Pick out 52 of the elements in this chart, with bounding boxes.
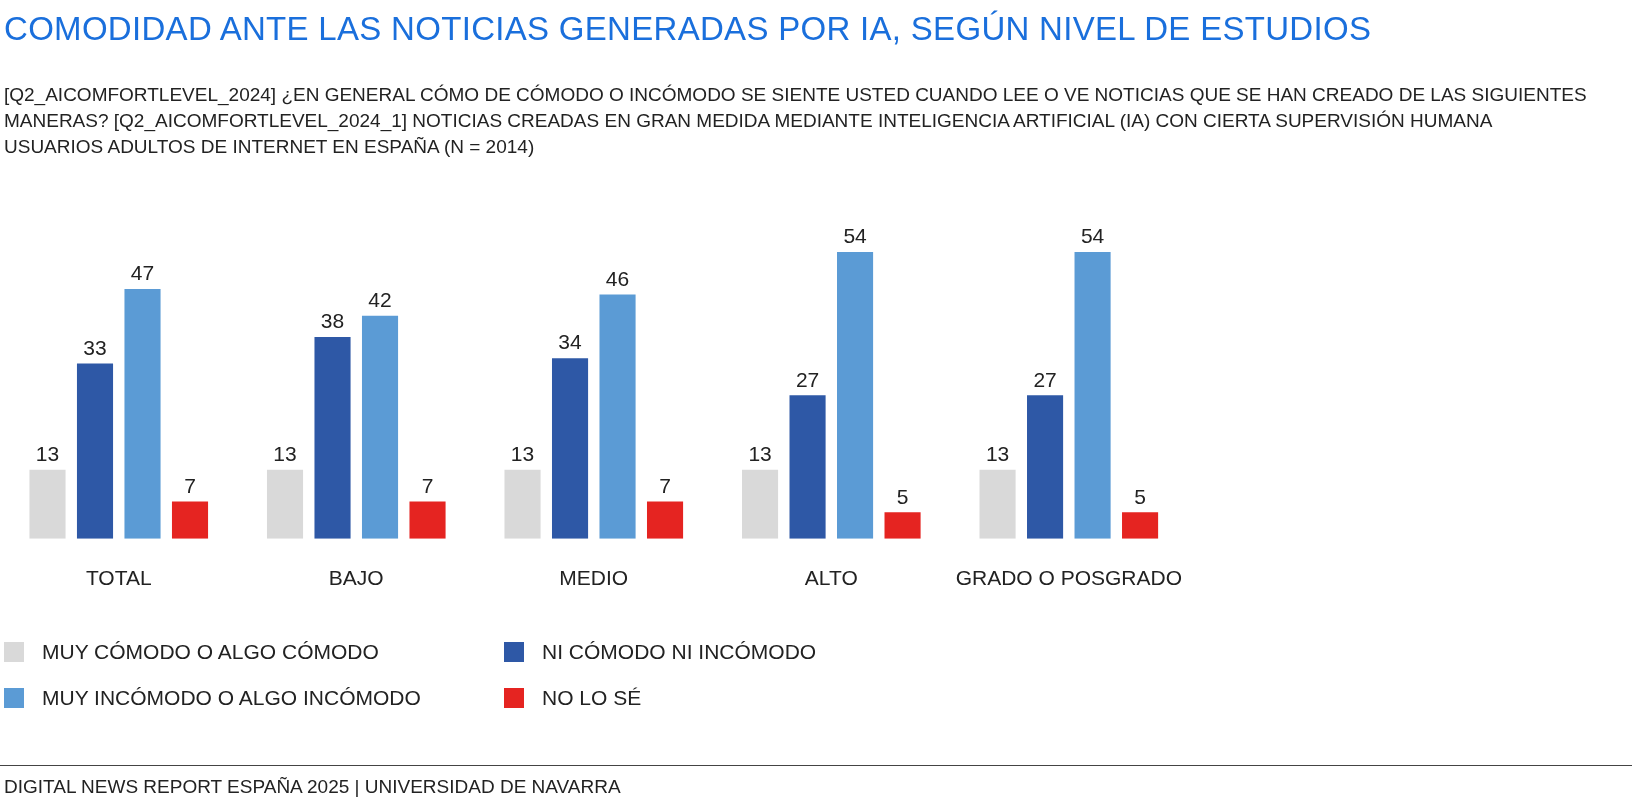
- bar: [742, 469, 779, 539]
- data-label: 5: [896, 484, 909, 508]
- bar: [409, 501, 446, 539]
- data-label: 47: [130, 261, 155, 285]
- bar: [789, 395, 826, 539]
- legend-label: MUY CÓMODO O ALGO CÓMODO: [42, 640, 379, 664]
- bar: [124, 289, 161, 539]
- x-tick-label: MEDIO: [559, 566, 629, 590]
- text: DIGITAL NEWS REPORT ESPAÑA 2025 | UNIVERSIDAD DE NAVARRA: [4, 776, 621, 797]
- data-label: 7: [659, 473, 671, 497]
- bar: [504, 469, 541, 539]
- data-label: 13: [35, 442, 60, 466]
- bar: [837, 251, 874, 539]
- data-label: 7: [421, 473, 434, 497]
- legend-label: NO LO SÉ: [542, 686, 642, 710]
- chart-title: COMODIDAD ANTE LAS NOTICIAS GENERADAS POR IA, SEGÚN NIVEL DE ESTUDIOS: [4, 10, 1372, 48]
- data-label: 34: [558, 330, 583, 354]
- bar: [1122, 512, 1159, 539]
- bar: [361, 315, 399, 539]
- x-tick-label: GRADO O POSGRADO: [955, 566, 1182, 590]
- data-label: 5: [1134, 484, 1146, 508]
- data-label: 13: [273, 442, 297, 466]
- data-label: 13: [985, 442, 1010, 466]
- bar: [1027, 395, 1064, 539]
- data-label: 13: [748, 442, 772, 466]
- chart-subtitle: [Q2_AICOMFORTLEVEL_2024] ¿EN GENERAL CÓMO DE CÓMODO O INCÓMODO SE SIENTE USTED CUANDO LEE O VE NOTICIAS QUE SE HAN CREADO DE LAS SIGUIENTES MANERAS? [Q2_AICOMFORTLEVEL_2024_1] NOTICIAS CREADAS EN GRAN MEDIDA MEDIANTE INTELIGENCIA ARTIFICIAL (IA) CON CIERTA SUPERVISIÓN HUMANA USUARIOS ADULTOS DE INTERNET EN ESPAÑA (N = 2014): [4, 83, 1588, 159]
- data-label: 42: [368, 287, 392, 311]
- legend-label: MUY INCÓMODO O ALGO INCÓMODO: [42, 686, 421, 710]
- bar: [1074, 251, 1111, 539]
- data-label: 54: [1080, 224, 1105, 248]
- bar: [314, 336, 351, 539]
- bar: [171, 501, 209, 539]
- data-label: 13: [510, 442, 535, 466]
- bar: [884, 512, 921, 539]
- bar: [551, 358, 589, 539]
- x-tick-label: BAJO: [328, 566, 384, 590]
- bar: [29, 469, 66, 539]
- bar: [599, 294, 636, 539]
- data-label: 7: [184, 473, 196, 497]
- data-label: 33: [83, 335, 107, 359]
- bar: [646, 501, 684, 539]
- data-label: 54: [843, 224, 868, 248]
- bar: [76, 363, 114, 539]
- data-label: 46: [605, 266, 630, 290]
- x-tick-label: ALTO: [804, 566, 858, 590]
- legend-label: NI CÓMODO NI INCÓMODO: [542, 640, 817, 664]
- bar: [266, 469, 304, 539]
- data-label: 38: [320, 309, 345, 333]
- x-tick-label: TOTAL: [85, 566, 152, 590]
- data-label: 27: [1033, 367, 1057, 391]
- data-label: 27: [795, 367, 820, 391]
- bar: [979, 469, 1016, 539]
